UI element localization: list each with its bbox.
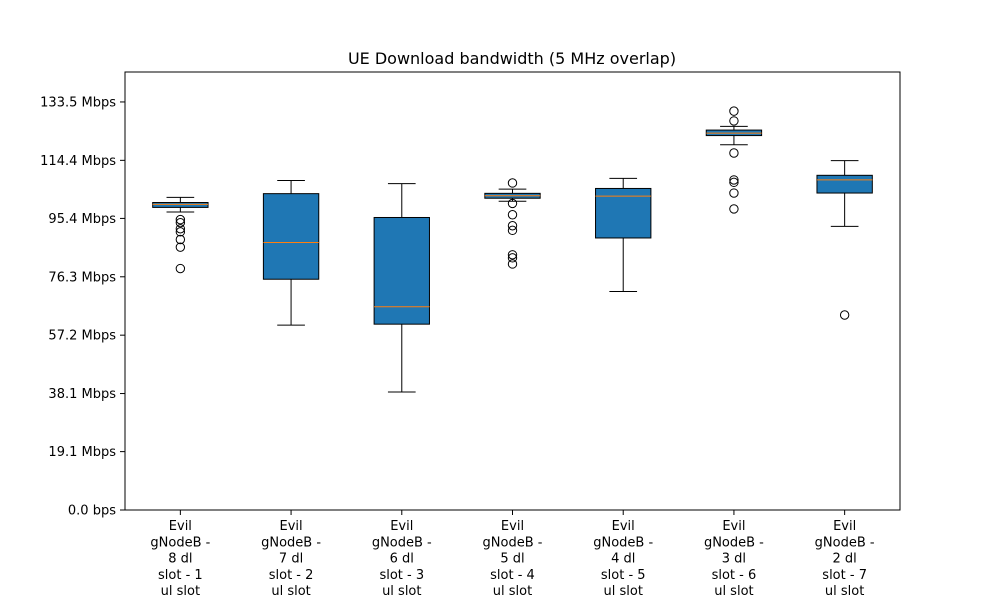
box-iqr [595,187,652,239]
box-group [484,178,541,269]
x-tick-label-line: slot - 5 [601,568,646,583]
box-iqr [816,174,873,194]
box-group [816,160,873,320]
outlier-point [507,259,518,269]
y-tick-label: 114.4 Mbps [40,154,116,169]
box-group [595,177,652,292]
box-iqr [262,193,320,280]
box-group [152,196,209,274]
x-tick-label-line: 2 dl [833,552,857,567]
outlier-point [839,310,850,320]
outlier-point [507,221,518,231]
outlier-point [729,177,739,188]
x-tick-label-line: gNodeB - [704,535,764,550]
y-tick-label: 76.3 Mbps [48,270,116,285]
x-tick-label-line: 6 dl [390,552,414,567]
outlier-point [507,198,518,209]
outlier-point [175,234,186,245]
x-tick-label-line: gNodeB - [815,535,875,550]
x-tick-label-line: Evil [501,519,524,534]
x-tick-label-line: slot - 1 [158,568,203,583]
outlier-point [729,175,739,185]
outlier-point [729,116,739,126]
x-tick-label-line: slot - 3 [379,568,424,583]
y-tick-label: 38.1 Mbps [48,387,116,402]
outlier-point [175,217,186,228]
x-tick-label-line: 7 dl [279,552,303,567]
x-tick-label-line: slot - 2 [269,568,314,583]
x-tick-label-line: slot - 6 [712,568,757,583]
outlier-point [729,204,739,214]
x-tick-label: Evil gNodeB - 2 dl slot - 7 ul slot [815,519,875,599]
x-tick-label-line: 4 dl [611,552,635,567]
x-tick-label: Evil gNodeB - 3 dl slot - 6 ul slot [704,519,764,599]
x-tick-label-line: Evil [169,519,192,534]
x-tick-label: Evil gNodeB - 8 dl slot - 1 ul slot [150,519,210,599]
x-tick-label-line: ul slot [271,584,310,599]
outlier-point [507,210,518,220]
box-group [262,180,320,326]
plot-frame [124,71,901,511]
outlier-point [175,263,186,274]
y-tick-label: 19.1 Mbps [48,445,116,460]
outlier-point [507,225,518,236]
x-tick-label-line: ul slot [161,584,200,599]
y-tick-label: 57.2 Mbps [48,329,116,344]
x-tick-label: Evil gNodeB - 6 dl slot - 3 ul slot [372,519,432,599]
x-tick-label-line: Evil [722,519,745,534]
x-tick-label-line: gNodeB - [372,535,432,550]
box-group [373,183,430,393]
x-tick-label-line: 3 dl [722,552,746,567]
x-tick-label-line: gNodeB - [261,535,321,550]
outlier-point [507,250,518,260]
x-tick-label-line: ul slot [714,584,753,599]
x-tick-label-line: gNodeB - [483,535,543,550]
box-iqr [373,216,430,325]
x-tick-label-line: Evil [390,519,413,534]
outlier-point [729,106,739,116]
outlier-point [175,227,186,237]
x-tick-label-line: gNodeB - [150,535,210,550]
y-axis: 0.0 bps 19.1 Mbps 38.1 Mbps 57.2 Mbps 76.3 M… [40,95,125,519]
box-iqr [152,202,209,208]
outlier-point [175,214,186,225]
x-tick-label-line: ul slot [382,584,421,599]
outlier-point [729,148,739,158]
y-tick-label: 0.0 bps [68,504,116,519]
x-tick-label-line: Evil [833,519,856,534]
x-tick-label: Evil gNodeB - 4 dl slot - 5 ul slot [593,519,653,599]
x-tick-label-line: 5 dl [500,552,524,567]
boxes-layer [152,106,873,393]
x-tick-label-line: ul slot [604,584,643,599]
x-tick-label-line: ul slot [825,584,864,599]
x-tick-label-line: gNodeB - [593,535,653,550]
outlier-point [507,178,518,188]
chart-title: UE Download bandwidth (5 MHz overlap) [348,49,676,68]
outlier-point [729,188,739,198]
x-tick-label-line: Evil [280,519,303,534]
x-tick-label-line: slot - 7 [822,568,867,583]
outlier-point [507,253,518,263]
x-tick-label: Evil gNodeB - 5 dl slot - 4 ul slot [483,519,543,599]
x-tick-label: Evil gNodeB - 7 dl slot - 2 ul slot [261,519,321,599]
x-tick-label-line: slot - 4 [490,568,535,583]
outlier-point [175,224,186,234]
y-tick-label: 95.4 Mbps [48,212,116,227]
y-tick-label: 133.5 Mbps [40,95,116,110]
box-group [705,106,763,214]
x-tick-label-line: ul slot [493,584,532,599]
outlier-point [175,242,186,252]
x-tick-label-line: Evil [612,519,635,534]
x-tick-label-line: 8 dl [168,552,192,567]
